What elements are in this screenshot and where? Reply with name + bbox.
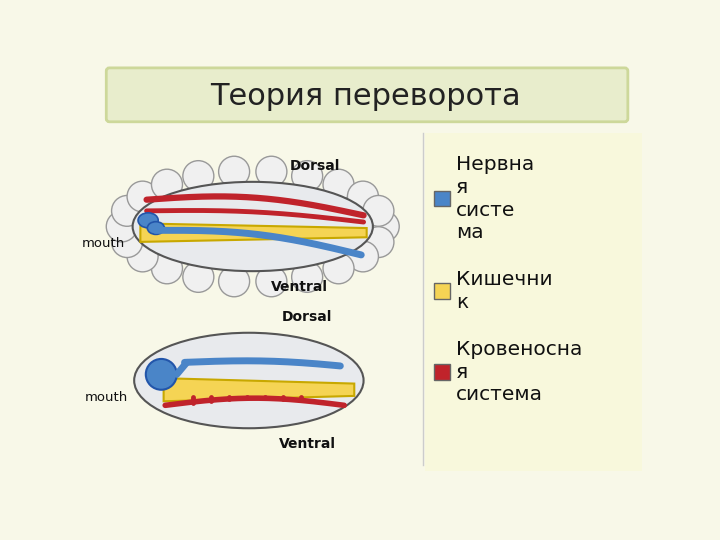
Circle shape (219, 266, 250, 297)
Circle shape (112, 195, 143, 226)
Text: Кишечни
к: Кишечни к (456, 271, 552, 312)
Circle shape (145, 359, 177, 390)
Ellipse shape (134, 333, 364, 428)
Circle shape (323, 169, 354, 200)
Polygon shape (163, 378, 354, 401)
FancyBboxPatch shape (434, 191, 449, 206)
FancyBboxPatch shape (425, 132, 642, 471)
Text: Ventral: Ventral (279, 437, 336, 451)
Text: Ventral: Ventral (271, 280, 328, 294)
Circle shape (363, 227, 394, 258)
Circle shape (292, 161, 323, 192)
Text: mouth: mouth (81, 237, 125, 250)
Circle shape (256, 266, 287, 297)
Circle shape (107, 211, 138, 242)
Text: Кровеносна
я
система: Кровеносна я система (456, 340, 582, 404)
FancyBboxPatch shape (434, 284, 449, 299)
Circle shape (183, 161, 214, 192)
Circle shape (219, 156, 250, 187)
Text: Нервна
я
систе
ма: Нервна я систе ма (456, 155, 534, 242)
Polygon shape (140, 224, 366, 242)
Ellipse shape (138, 213, 158, 228)
Circle shape (348, 181, 379, 212)
FancyBboxPatch shape (434, 364, 449, 380)
Circle shape (348, 241, 379, 272)
Ellipse shape (132, 182, 373, 271)
Circle shape (151, 169, 182, 200)
Circle shape (256, 156, 287, 187)
Text: Теория переворота: Теория переворота (210, 82, 521, 111)
Circle shape (151, 253, 182, 284)
Circle shape (127, 181, 158, 212)
Circle shape (183, 261, 214, 292)
Circle shape (368, 211, 399, 242)
Ellipse shape (148, 222, 164, 234)
FancyBboxPatch shape (107, 68, 628, 122)
Text: Dorsal: Dorsal (289, 159, 340, 173)
Circle shape (112, 227, 143, 258)
Circle shape (292, 261, 323, 292)
Text: Dorsal: Dorsal (282, 310, 332, 325)
Text: mouth: mouth (85, 391, 128, 404)
Circle shape (127, 241, 158, 272)
Circle shape (323, 253, 354, 284)
Circle shape (363, 195, 394, 226)
